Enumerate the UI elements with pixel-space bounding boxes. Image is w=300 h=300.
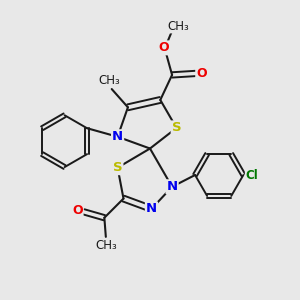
Text: O: O <box>196 67 207 80</box>
Text: CH₃: CH₃ <box>98 74 120 87</box>
Text: S: S <box>113 161 122 174</box>
Text: S: S <box>172 122 181 134</box>
Text: N: N <box>146 202 157 215</box>
Text: Cl: Cl <box>246 169 259 182</box>
Text: N: N <box>112 130 123 143</box>
Text: CH₃: CH₃ <box>167 20 189 33</box>
Text: O: O <box>158 41 169 54</box>
Text: CH₃: CH₃ <box>95 238 117 252</box>
Text: N: N <box>167 180 178 193</box>
Text: O: O <box>72 204 83 217</box>
